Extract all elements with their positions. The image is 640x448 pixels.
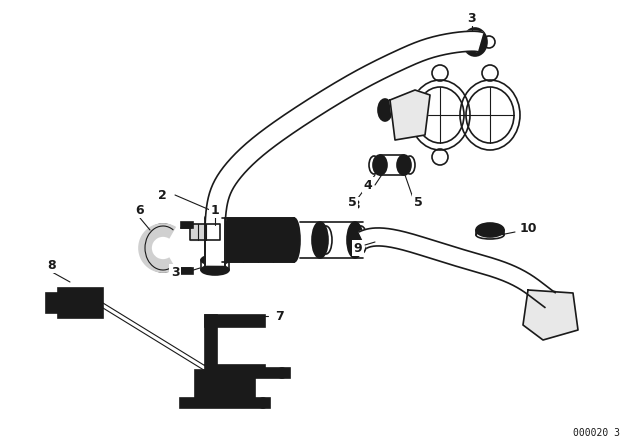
Text: 4: 4 xyxy=(364,178,372,191)
Ellipse shape xyxy=(538,291,562,303)
Text: 5: 5 xyxy=(348,195,356,208)
Bar xyxy=(222,218,294,262)
Bar xyxy=(205,315,265,327)
Bar xyxy=(46,293,60,313)
Ellipse shape xyxy=(205,213,225,223)
Polygon shape xyxy=(390,90,430,140)
Ellipse shape xyxy=(216,218,228,262)
Ellipse shape xyxy=(373,155,387,175)
Ellipse shape xyxy=(463,28,487,56)
Text: 000020 3: 000020 3 xyxy=(573,428,620,438)
Text: 5: 5 xyxy=(413,195,422,208)
Text: 3: 3 xyxy=(171,266,179,279)
Wedge shape xyxy=(139,224,175,272)
Text: 10: 10 xyxy=(519,221,537,234)
Text: 8: 8 xyxy=(48,258,56,271)
Ellipse shape xyxy=(476,223,504,237)
Polygon shape xyxy=(523,290,578,340)
Bar xyxy=(181,222,193,228)
Bar xyxy=(58,288,103,318)
Text: 6: 6 xyxy=(136,203,144,216)
Ellipse shape xyxy=(378,99,392,121)
Ellipse shape xyxy=(397,155,411,175)
Text: 7: 7 xyxy=(276,310,284,323)
Bar xyxy=(195,370,255,398)
Text: 9: 9 xyxy=(354,241,362,254)
Ellipse shape xyxy=(347,222,363,258)
Text: 3: 3 xyxy=(351,198,359,211)
Bar xyxy=(180,398,270,408)
Bar xyxy=(205,315,217,365)
Polygon shape xyxy=(205,31,483,265)
Bar xyxy=(181,268,193,274)
Polygon shape xyxy=(359,228,555,307)
Ellipse shape xyxy=(201,265,229,275)
Ellipse shape xyxy=(312,222,328,258)
Ellipse shape xyxy=(201,255,229,265)
Text: 1: 1 xyxy=(211,203,220,216)
Polygon shape xyxy=(190,224,220,240)
Bar xyxy=(255,368,290,378)
Text: 3: 3 xyxy=(468,12,476,25)
Text: 2: 2 xyxy=(157,189,166,202)
Ellipse shape xyxy=(288,218,300,262)
Bar xyxy=(205,365,265,377)
